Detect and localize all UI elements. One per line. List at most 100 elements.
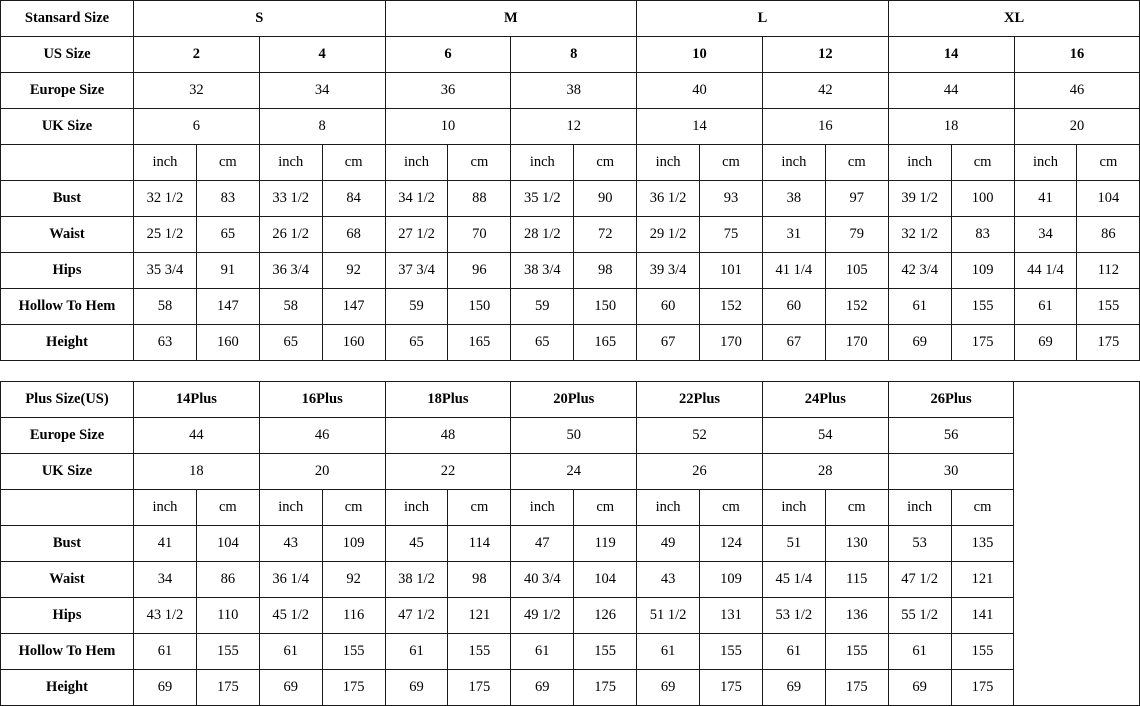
measure-cell: 90	[573, 180, 638, 217]
uk-size-cell: 24	[510, 453, 638, 490]
measure-cell: 69	[133, 669, 197, 706]
measure-cell: 155	[1076, 288, 1140, 325]
table-row-plus-europe-size: Europe Size 44 46 48 50 52 54 56	[0, 417, 1140, 454]
measure-cell: 98	[447, 561, 512, 598]
uk-size-cell: 20	[258, 453, 386, 490]
measure-cell: 92	[321, 561, 386, 598]
row-label-plus-size: Plus Size(US)	[0, 381, 134, 418]
measure-cell: 49 1/2	[510, 597, 575, 634]
measure-cell: 126	[573, 597, 638, 634]
table-row-plus-height: Height 69 175 69 175 69 175 69 175 69 17…	[0, 669, 1140, 706]
measure-cell: 97	[824, 180, 889, 217]
measure-cell: 69	[384, 669, 449, 706]
measure-cell: 61	[887, 633, 952, 670]
measure-cell: 43 1/2	[133, 597, 197, 634]
measure-cell: 63	[133, 324, 197, 361]
measure-cell: 61	[1013, 288, 1078, 325]
uk-size-cell: 22	[384, 453, 512, 490]
table-row-plus-hollow-to-hem: Hollow To Hem 61 155 61 155 61 155 61 15…	[0, 633, 1140, 670]
standard-size-table: Stansard Size S M L XL US Size 2 4 6 8 1…	[0, 0, 1140, 361]
europe-size-cell: 56	[887, 417, 1015, 454]
row-label-units-empty	[0, 144, 134, 181]
measure-cell: 141	[950, 597, 1015, 634]
measure-cell: 155	[824, 633, 889, 670]
size-group-l: L	[636, 0, 889, 37]
measure-cell: 116	[321, 597, 386, 634]
measure-cell: 79	[824, 216, 889, 253]
europe-size-cell: 44	[887, 72, 1015, 109]
measure-cell: 37 3/4	[384, 252, 449, 289]
measure-cell: 155	[950, 633, 1015, 670]
measure-cell: 39 1/2	[887, 180, 952, 217]
measure-cell: 31	[761, 216, 826, 253]
unit-header: cm	[950, 144, 1015, 181]
unit-header: cm	[1076, 144, 1140, 181]
unit-header: inch	[510, 144, 575, 181]
measure-cell: 35 1/2	[510, 180, 575, 217]
measure-cell: 101	[699, 252, 763, 289]
row-label-hollow-to-hem: Hollow To Hem	[0, 633, 134, 670]
measure-cell: 45	[384, 525, 449, 562]
table-row-plus-waist: Waist 34 86 36 1/4 92 38 1/2 98 40 3/4 1…	[0, 561, 1140, 598]
measure-cell: 61	[761, 633, 826, 670]
us-size-cell: 10	[636, 36, 763, 73]
plus-size-cell: 22Plus	[636, 381, 763, 418]
measure-cell: 175	[824, 669, 889, 706]
us-size-cell: 8	[510, 36, 638, 73]
uk-size-cell: 18	[133, 453, 260, 490]
measure-cell: 51 1/2	[636, 597, 701, 634]
uk-size-cell: 16	[761, 108, 889, 145]
unit-header: inch	[887, 489, 952, 526]
measure-cell: 41	[133, 525, 197, 562]
row-label-hips: Hips	[0, 597, 134, 634]
measure-cell: 121	[950, 561, 1015, 598]
measure-cell: 91	[195, 252, 260, 289]
unit-header: cm	[321, 144, 386, 181]
measure-cell: 98	[573, 252, 638, 289]
measure-cell: 36 1/4	[258, 561, 323, 598]
measure-cell: 84	[321, 180, 386, 217]
measure-cell: 152	[824, 288, 889, 325]
unit-header: inch	[887, 144, 952, 181]
measure-cell: 105	[824, 252, 889, 289]
measure-cell: 41	[1013, 180, 1078, 217]
measure-cell: 150	[447, 288, 512, 325]
measure-cell: 26 1/2	[258, 216, 323, 253]
measure-cell: 65	[258, 324, 323, 361]
unit-header: cm	[699, 489, 763, 526]
measure-cell: 72	[573, 216, 638, 253]
measure-cell: 58	[258, 288, 323, 325]
measure-cell: 55 1/2	[887, 597, 952, 634]
plus-size-cell: 20Plus	[510, 381, 638, 418]
measure-cell: 170	[699, 324, 763, 361]
measure-cell: 110	[195, 597, 260, 634]
europe-size-cell: 44	[133, 417, 260, 454]
uk-size-cell: 20	[1013, 108, 1140, 145]
europe-size-cell: 36	[384, 72, 512, 109]
uk-size-cell: 30	[887, 453, 1015, 490]
row-label-us-size: US Size	[0, 36, 134, 73]
table-row-hollow-to-hem: Hollow To Hem 58 147 58 147 59 150 59 15…	[0, 288, 1140, 325]
measure-cell: 36 3/4	[258, 252, 323, 289]
measure-cell: 65	[384, 324, 449, 361]
measure-cell: 155	[321, 633, 386, 670]
measure-cell: 40 3/4	[510, 561, 575, 598]
table-row-europe-size: Europe Size 32 34 36 38 40 42 44 46	[0, 72, 1140, 109]
unit-header: inch	[258, 489, 323, 526]
plus-size-cell: 26Plus	[887, 381, 1015, 418]
uk-size-cell: 6	[133, 108, 260, 145]
us-size-cell: 14	[887, 36, 1015, 73]
table-row-standard-size: Stansard Size S M L XL	[0, 0, 1140, 37]
uk-size-cell: 28	[761, 453, 889, 490]
europe-size-cell: 40	[636, 72, 763, 109]
unit-header: inch	[384, 144, 449, 181]
measure-cell: 47	[510, 525, 575, 562]
table-row-plus-size: Plus Size(US) 14Plus 16Plus 18Plus 20Plu…	[0, 381, 1140, 706]
measure-cell: 34	[133, 561, 197, 598]
europe-size-cell: 50	[510, 417, 638, 454]
measure-cell: 38 1/2	[384, 561, 449, 598]
measure-cell: 47 1/2	[887, 561, 952, 598]
unit-header: inch	[1013, 144, 1078, 181]
measure-cell: 165	[573, 324, 638, 361]
unit-header: cm	[447, 144, 512, 181]
